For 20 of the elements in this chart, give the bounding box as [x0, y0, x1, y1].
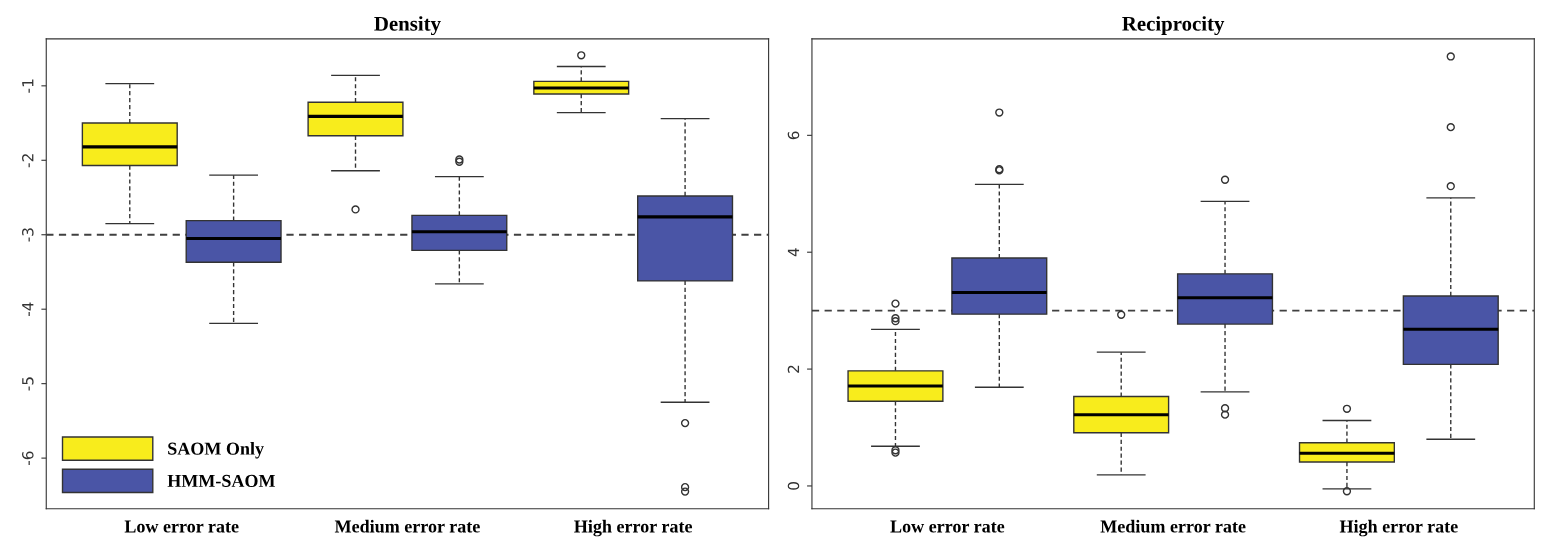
y-tick-label: -6	[22, 451, 34, 465]
y-tick-label: -3	[22, 228, 34, 242]
y-tick-label: -4	[22, 302, 34, 317]
y-tick-label: 2	[787, 365, 800, 373]
x-tick-label: High error rate	[574, 519, 693, 537]
y-tick-label: -1	[22, 79, 34, 93]
x-tick-label: Low error rate	[890, 520, 1005, 533]
x-tick-label: Low error rate	[124, 520, 239, 533]
y-tick-label: -2	[22, 154, 34, 168]
y-tick-label: 6	[787, 131, 800, 140]
legend-label: SAOM Only	[168, 442, 264, 459]
y-tick-label: 0	[787, 482, 800, 490]
chart-title: Reciprocity	[1122, 16, 1225, 36]
chart-title: Density	[374, 16, 441, 36]
x-tick-label: High error rate	[1339, 519, 1458, 537]
x-tick-label: Medium error rate	[1100, 519, 1246, 533]
legend-label: HMM-SAOM	[167, 474, 276, 487]
y-tick-label: -5	[22, 377, 34, 391]
x-tick-label: Medium error rate	[334, 519, 480, 533]
y-tick-label: 4	[787, 248, 800, 257]
